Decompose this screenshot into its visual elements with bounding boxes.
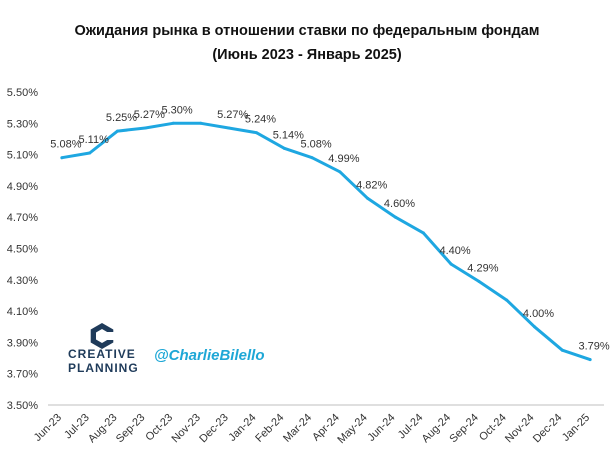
- x-tick-label: Dec-24: [531, 412, 565, 446]
- data-point: [588, 358, 592, 362]
- logo-mark-icon: [90, 323, 114, 349]
- data-label: 4.29%: [467, 262, 498, 274]
- data-point: [143, 126, 147, 130]
- data-point: [199, 121, 203, 125]
- data-label: 5.14%: [273, 129, 304, 141]
- data-label: 3.79%: [578, 341, 609, 353]
- data-point: [338, 170, 342, 174]
- data-label: 4.40%: [439, 245, 470, 257]
- logo-text-line2: PLANNING: [68, 361, 139, 375]
- data-point: [533, 325, 536, 329]
- y-tick-label: 4.70%: [7, 212, 38, 224]
- y-axis-ticks: 5.50% 5.30% 5.10% 4.90% 4.70% 4.50% 4.30% 4.10%…: [7, 87, 38, 412]
- x-tick-label: Nov-23: [169, 412, 203, 446]
- data-point: [366, 196, 370, 200]
- data-point: [60, 156, 64, 160]
- data-labels: 5.08%5.11%5.25%5.27%5.30% 5.27%5.24%5.14%…: [50, 104, 610, 352]
- x-tick-label: Nov-24: [503, 412, 537, 446]
- data-point: [88, 151, 92, 155]
- data-label: 5.08%: [300, 139, 331, 151]
- x-tick-label: Jan-24: [226, 412, 258, 444]
- x-tick-label: Dec-23: [197, 412, 231, 446]
- series-points: [60, 121, 592, 362]
- x-tick-label: Jan-25: [560, 412, 592, 444]
- data-label: 4.99%: [328, 153, 359, 165]
- x-tick-label: Jun-24: [365, 412, 397, 444]
- data-point: [310, 156, 314, 160]
- data-point: [477, 279, 481, 283]
- y-tick-label: 5.50%: [7, 87, 38, 99]
- x-tick-label: Sep-24: [447, 412, 481, 446]
- y-tick-label: 4.90%: [7, 181, 38, 193]
- data-point: [255, 131, 258, 135]
- data-point: [394, 215, 397, 219]
- series-line: [60, 121, 592, 362]
- y-tick-label: 3.70%: [7, 369, 38, 381]
- creative-planning-logo: CREATIVE PLANNING: [68, 323, 139, 375]
- data-label: 4.82%: [356, 179, 387, 191]
- y-tick-label: 5.10%: [7, 150, 38, 162]
- chart-title: Ожидания рынка в отношении ставки по фед…: [74, 23, 539, 39]
- data-point: [282, 146, 286, 150]
- data-point: [421, 231, 425, 235]
- data-label: 5.24%: [245, 114, 276, 126]
- data-label: 5.08%: [50, 139, 81, 151]
- data-label: 4.60%: [384, 198, 415, 210]
- x-tick-label: Aug-24: [420, 412, 454, 446]
- data-label: 5.27%: [134, 109, 165, 121]
- data-point: [505, 298, 509, 302]
- y-tick-label: 5.30%: [7, 118, 38, 130]
- data-label: 5.11%: [79, 134, 110, 146]
- logo-text-line1: CREATIVE: [68, 347, 136, 361]
- y-tick-label: 4.10%: [7, 306, 38, 318]
- x-tick-label: Sep-23: [114, 412, 148, 446]
- data-label: 5.25%: [106, 112, 137, 124]
- data-label: 5.30%: [161, 104, 192, 116]
- x-tick-label: Jun-23: [32, 412, 64, 444]
- data-label: 5.27%: [217, 109, 248, 121]
- y-tick-label: 3.50%: [7, 400, 38, 412]
- data-point: [560, 348, 564, 352]
- author-handle: @CharlieBilello: [154, 347, 265, 364]
- chart-subtitle: (Июнь 2023 - Январь 2025): [212, 47, 401, 63]
- x-tick-label: Mar-24: [281, 412, 314, 445]
- y-tick-label: 4.50%: [7, 244, 38, 256]
- y-tick-label: 3.90%: [7, 337, 38, 349]
- x-axis-ticks: Jun-23Jul-23Aug-23Sep-23Oct-23Nov-23Dec-…: [32, 412, 592, 446]
- data-point: [171, 121, 175, 125]
- data-label: 4.00%: [523, 308, 554, 320]
- x-tick-label: May-24: [335, 412, 369, 446]
- y-tick-label: 4.30%: [7, 275, 38, 287]
- x-tick-label: Feb-24: [253, 412, 286, 445]
- data-point: [227, 126, 231, 130]
- data-point: [449, 262, 453, 266]
- data-point: [116, 129, 119, 133]
- x-tick-label: Aug-23: [86, 412, 120, 446]
